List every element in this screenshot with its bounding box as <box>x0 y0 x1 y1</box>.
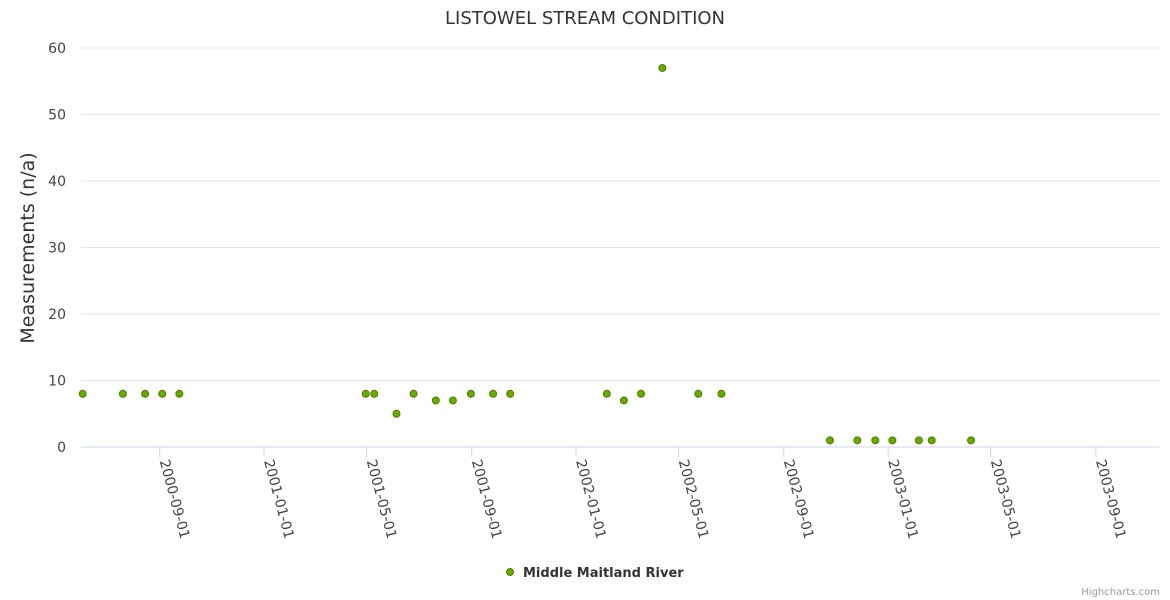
data-point[interactable] <box>489 389 498 398</box>
data-point[interactable] <box>431 396 440 405</box>
data-point[interactable] <box>409 389 418 398</box>
x-tick-label: 2001-09-01 <box>468 458 505 541</box>
data-point[interactable] <box>466 389 475 398</box>
data-point[interactable] <box>158 389 167 398</box>
data-point[interactable] <box>927 436 936 445</box>
data-point[interactable] <box>888 436 897 445</box>
x-tick-label: 2002-09-01 <box>780 458 817 541</box>
legend-marker-icon[interactable] <box>506 568 514 576</box>
data-point[interactable] <box>118 389 127 398</box>
data-point[interactable] <box>914 436 923 445</box>
data-point[interactable] <box>370 389 379 398</box>
x-tick-label: 2003-01-01 <box>884 458 921 541</box>
y-tick-label: 40 <box>48 174 66 190</box>
data-point[interactable] <box>619 396 628 405</box>
x-tick-label: 2001-05-01 <box>363 458 400 541</box>
data-point[interactable] <box>717 389 726 398</box>
data-point[interactable] <box>825 436 834 445</box>
x-axis-ticks: 2000-09-01 2001-01-01 2001-05-01 2001-09-01… <box>156 447 1129 541</box>
legend[interactable]: Middle Maitland River <box>506 566 685 581</box>
y-tick-label: 20 <box>48 307 66 323</box>
y-axis-ticks: 0 10 20 30 40 50 60 <box>48 41 66 456</box>
y-tick-label: 30 <box>48 241 66 257</box>
series-points <box>78 63 976 445</box>
data-point[interactable] <box>361 389 370 398</box>
data-point[interactable] <box>658 63 667 72</box>
x-tick-label: 2001-01-01 <box>260 458 297 541</box>
data-point[interactable] <box>694 389 703 398</box>
data-point[interactable] <box>448 396 457 405</box>
x-tick-label: 2002-05-01 <box>675 458 712 541</box>
x-tick-label: 2000-09-01 <box>156 458 193 541</box>
chart-title: LISTOWEL STREAM CONDITION <box>445 8 725 29</box>
data-point[interactable] <box>506 389 515 398</box>
y-tick-label: 0 <box>57 440 66 456</box>
legend-label[interactable]: Middle Maitland River <box>523 566 684 581</box>
data-point[interactable] <box>175 389 184 398</box>
data-point[interactable] <box>853 436 862 445</box>
x-tick-label: 2003-09-01 <box>1092 458 1129 541</box>
x-tick-label: 2003-05-01 <box>987 458 1024 541</box>
y-axis-title: Measurements (n/a) <box>17 152 39 343</box>
data-point[interactable] <box>637 389 646 398</box>
data-point[interactable] <box>871 436 880 445</box>
y-tick-label: 60 <box>48 41 66 57</box>
gridlines <box>81 47 1160 448</box>
data-point[interactable] <box>392 409 401 418</box>
data-point[interactable] <box>78 389 87 398</box>
data-point[interactable] <box>602 389 611 398</box>
credits-link[interactable]: Highcharts.com <box>1081 587 1160 598</box>
y-tick-label: 50 <box>48 108 66 124</box>
data-point[interactable] <box>967 436 976 445</box>
data-point[interactable] <box>141 389 150 398</box>
y-tick-label: 10 <box>48 374 66 390</box>
x-tick-label: 2002-01-01 <box>572 458 609 541</box>
